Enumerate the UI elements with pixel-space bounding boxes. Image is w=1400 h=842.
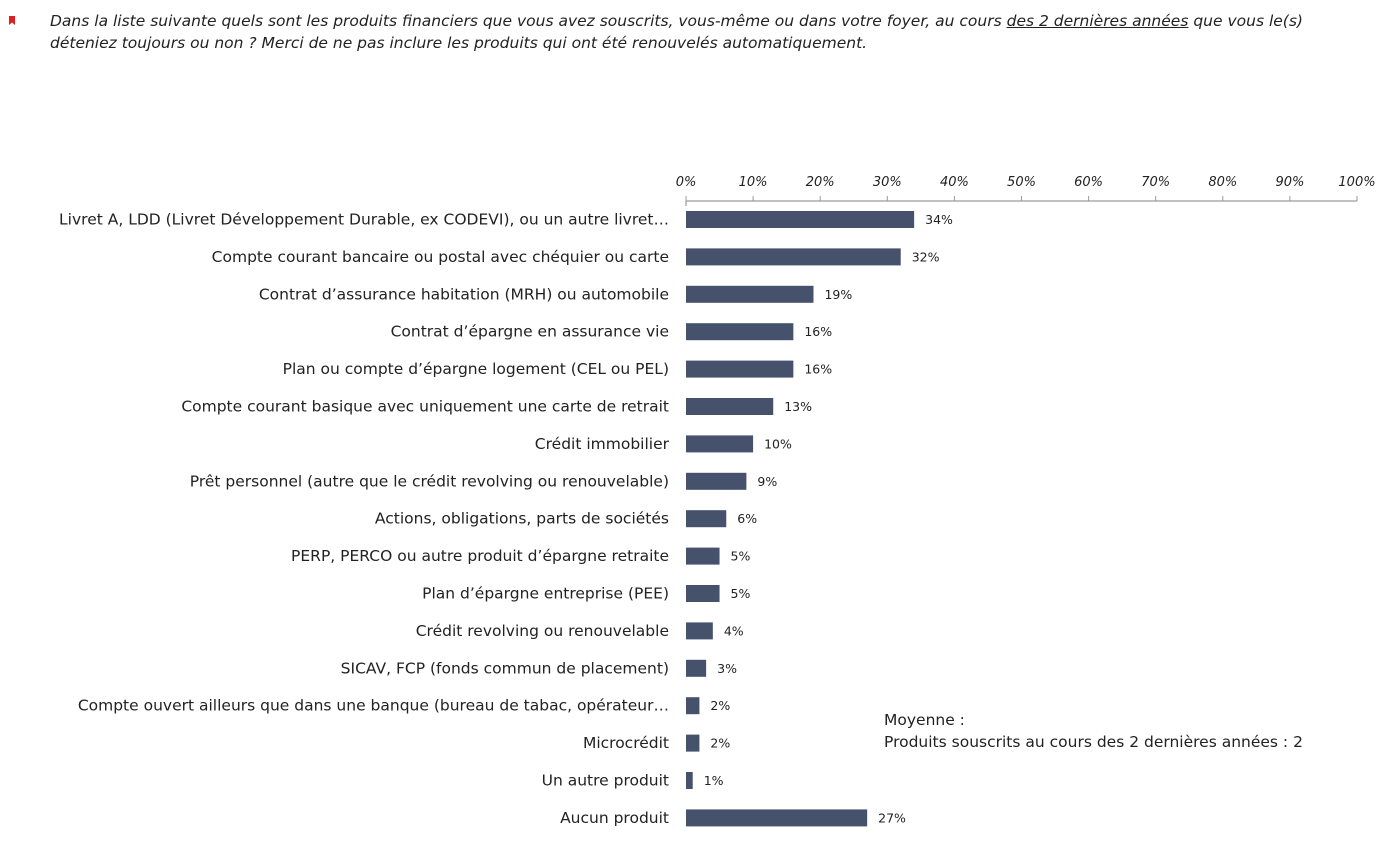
category-label: Livret A, LDD (Livret Développement Dura…	[59, 211, 669, 229]
x-tick-label: 20%	[806, 175, 835, 190]
category-label: Crédit immobilier	[535, 435, 670, 453]
value-label: 4%	[724, 623, 744, 638]
bar	[686, 659, 707, 677]
x-tick-label: 80%	[1208, 175, 1237, 190]
x-axis: 0% 10% 20% 30% 40% 50% 60% 70% 80% 90% 100%	[676, 175, 1376, 206]
value-label: 9%	[757, 474, 777, 489]
category-label: Actions, obligations, parts de sociétés	[375, 510, 669, 528]
bar	[686, 510, 727, 528]
average-note: Moyenne : Produits souscrits au cours de…	[884, 709, 1303, 753]
x-tick-label: 70%	[1141, 175, 1170, 190]
bar	[686, 809, 868, 827]
value-label: 5%	[731, 586, 751, 601]
bar	[686, 547, 720, 565]
category-labels: Livret A, LDD (Livret Développement Dura…	[59, 211, 670, 827]
value-label: 2%	[710, 736, 730, 751]
category-label: Plan d’épargne entreprise (PEE)	[422, 585, 669, 603]
question-part-2: que vous le(s) déteniez toujours ou non …	[50, 12, 1303, 52]
value-label: 32%	[912, 249, 940, 264]
value-label: 19%	[824, 287, 852, 302]
x-tick-label: 0%	[676, 175, 697, 190]
category-label: Contrat d’assurance habitation (MRH) ou …	[259, 285, 669, 303]
value-label: 6%	[737, 511, 757, 526]
category-label: Un autre produit	[542, 772, 669, 790]
value-label: 1%	[704, 773, 724, 788]
x-tick-label: 10%	[739, 175, 768, 190]
value-label: 5%	[731, 549, 751, 564]
x-tick-label: 90%	[1275, 175, 1304, 190]
value-label: 3%	[717, 661, 737, 676]
value-label: 2%	[710, 698, 730, 713]
bar	[686, 323, 794, 341]
question-underlined: des 2 dernières années	[1006, 12, 1189, 30]
average-note-title: Moyenne :	[884, 711, 965, 729]
value-labels: 34% 32% 19% 16% 16% 13% 10% 9% 6% 5% 5% 4% 3% 2% 2% 1% 2…	[704, 212, 953, 825]
category-label: Aucun produit	[560, 809, 669, 827]
bar	[686, 211, 915, 228]
value-label: 34%	[925, 212, 953, 227]
category-label: Plan ou compte d’épargne logement (CEL o…	[283, 360, 669, 378]
x-tick-label: 40%	[940, 175, 969, 190]
category-label: Compte courant bancaire ou postal avec c…	[212, 248, 669, 266]
value-label: 10%	[764, 436, 792, 451]
bars	[686, 211, 915, 827]
bar	[686, 772, 693, 789]
value-label: 16%	[804, 324, 832, 339]
bar	[686, 585, 720, 602]
bar	[686, 472, 747, 490]
x-tick-label: 60%	[1074, 175, 1103, 190]
bar	[686, 734, 700, 752]
bar	[686, 248, 901, 266]
question-text: Dans la liste suivante quels sont les pr…	[50, 10, 1340, 54]
category-label: Contrat d’épargne en assurance vie	[391, 323, 669, 341]
category-label: Crédit revolving ou renouvelable	[416, 622, 669, 640]
x-tick-label: 100%	[1338, 175, 1375, 190]
bar	[686, 435, 754, 453]
category-label: Prêt personnel (autre que le crédit revo…	[190, 472, 669, 490]
category-label: Compte courant basique avec uniquement u…	[181, 398, 669, 416]
bullet-icon	[9, 16, 15, 25]
bar	[686, 697, 700, 715]
bullet-shape	[9, 16, 15, 25]
category-label: PERP, PERCO ou autre produit d’épargne r…	[291, 547, 669, 565]
value-label: 13%	[784, 399, 812, 414]
x-tick-label: 30%	[873, 175, 902, 190]
bar	[686, 622, 713, 640]
bar	[686, 360, 794, 378]
average-note-value: Produits souscrits au cours des 2 derniè…	[884, 733, 1303, 751]
category-label: Microcrédit	[583, 734, 669, 752]
question-part-1: Dans la liste suivante quels sont les pr…	[50, 12, 1007, 30]
bar	[686, 398, 774, 415]
x-tick-label: 50%	[1007, 175, 1036, 190]
category-label: SICAV, FCP (fonds commun de placement)	[341, 659, 669, 677]
value-label: 27%	[878, 810, 906, 825]
category-label: Compte ouvert ailleurs que dans une banq…	[78, 697, 669, 715]
value-label: 16%	[804, 362, 832, 377]
bar	[686, 285, 814, 303]
